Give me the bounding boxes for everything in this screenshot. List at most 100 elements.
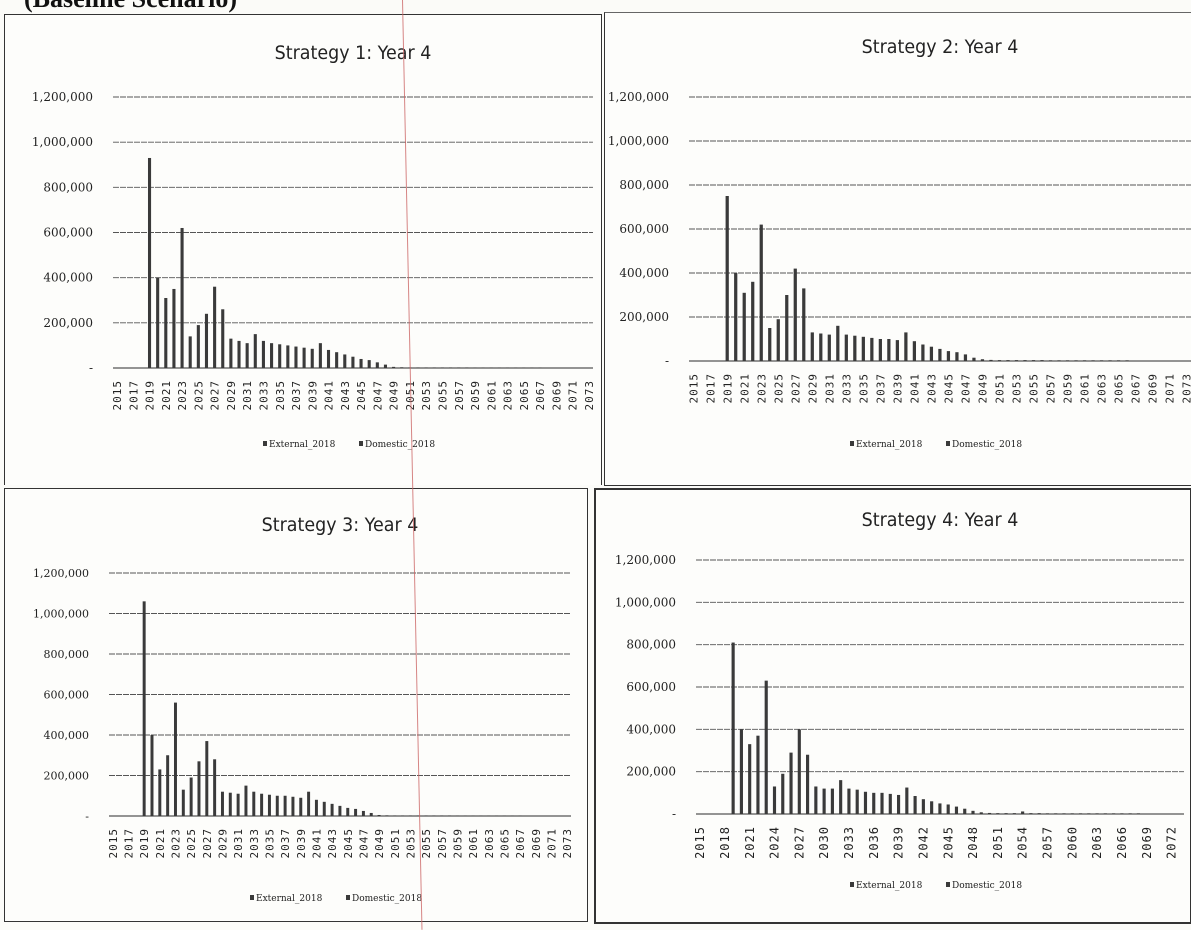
x-tick-label: 2017 — [123, 828, 136, 859]
bar — [286, 345, 290, 368]
bar — [310, 348, 314, 368]
y-tick-label: 1,200,000 — [32, 90, 93, 104]
bar — [213, 286, 217, 368]
bar — [375, 362, 379, 368]
bar — [954, 806, 959, 814]
x-tick-label: 2039 — [306, 380, 319, 411]
x-tick-label: 2017 — [704, 373, 717, 404]
bar — [1065, 360, 1070, 361]
x-tick-label: 2059 — [451, 828, 464, 859]
bar — [802, 288, 806, 361]
x-tick-label: 2072 — [1165, 826, 1179, 859]
x-tick-label: 2029 — [217, 828, 230, 859]
bar — [756, 735, 760, 814]
x-tick-label: 2055 — [420, 828, 433, 859]
x-tick-label: 2041 — [311, 828, 324, 859]
bar — [987, 812, 992, 814]
chart-svg: Strategy 4: Year 4 - 200,000 400,000 600,000… — [615, 509, 1184, 891]
legend-label: External_2018 — [269, 440, 336, 450]
x-tick-label: 2045 — [342, 828, 355, 859]
bar — [793, 268, 797, 361]
bar — [904, 332, 908, 361]
bar — [830, 788, 834, 814]
bar — [896, 794, 901, 814]
x-tick-label: 2015 — [693, 826, 707, 859]
x-tick-label: 2063 — [483, 828, 496, 859]
bar — [245, 343, 249, 368]
legend-swatch — [946, 882, 950, 887]
bar — [164, 297, 168, 368]
x-tick-label: 2048 — [966, 826, 980, 859]
bar — [1012, 813, 1016, 814]
bar — [260, 793, 264, 816]
y-tick-label: 200,000 — [619, 310, 669, 324]
bar — [335, 352, 339, 368]
x-tick-label: 2027 — [789, 373, 802, 404]
x-tick-label: 2024 — [768, 826, 782, 859]
bar — [278, 344, 282, 368]
x-tick-label: 2033 — [842, 826, 856, 859]
x-tick-label: 2063 — [1096, 373, 1109, 404]
bar — [1062, 813, 1066, 814]
bar — [731, 642, 735, 814]
bar — [725, 196, 729, 361]
x-tick-label: 2045 — [943, 373, 956, 404]
chart-panel-strategy-2: Strategy 2: Year 4 - 200,000 400,000 600,000… — [604, 12, 1191, 486]
x-tick-label: 2039 — [295, 828, 308, 859]
x-tick-label: 2035 — [264, 828, 277, 859]
x-tick-label: 2061 — [1079, 373, 1092, 404]
bar — [1031, 360, 1036, 361]
bar — [1023, 360, 1027, 361]
legend-swatch — [850, 882, 854, 887]
bar — [172, 288, 176, 368]
bar — [997, 360, 1002, 361]
y-tick-label: - — [672, 807, 676, 821]
bar — [392, 366, 396, 368]
y-tick-label: 400,000 — [44, 729, 90, 742]
bar — [156, 277, 160, 368]
x-tick-label: 2027 — [792, 826, 806, 859]
bar — [158, 769, 162, 816]
x-tick-label: 2057 — [1041, 826, 1055, 859]
legend-label: External_2018 — [856, 881, 923, 891]
x-tick-label: 2069 — [1140, 826, 1154, 859]
bar — [989, 359, 993, 361]
legend-swatch — [346, 895, 350, 900]
x-tick-label: 2047 — [960, 373, 973, 404]
bar — [236, 793, 240, 816]
bar — [980, 359, 985, 361]
bar — [912, 341, 917, 361]
bar — [905, 787, 909, 814]
x-tick-label: 2023 — [176, 380, 189, 411]
legend-label: Domestic_2018 — [365, 440, 435, 450]
x-tick-label: 2015 — [687, 373, 700, 404]
bar — [929, 346, 934, 361]
bar — [955, 352, 959, 361]
bar — [1078, 813, 1083, 814]
bar — [294, 346, 298, 368]
bar — [147, 157, 152, 368]
x-tick-label: 2025 — [185, 828, 198, 859]
bar — [971, 810, 975, 814]
chart-title: Strategy 2: Year 4 — [862, 36, 1019, 58]
x-tick-label: 2061 — [485, 380, 498, 411]
bar — [318, 343, 322, 368]
y-tick-label: 1,000,000 — [32, 135, 93, 149]
bar — [346, 807, 350, 816]
bar — [855, 789, 859, 814]
x-tick-label: 2043 — [339, 380, 352, 411]
bar — [921, 344, 925, 361]
bar — [888, 793, 892, 814]
chart-title: Strategy 4: Year 4 — [862, 509, 1019, 531]
legend-label: Domestic_2018 — [952, 881, 1022, 891]
bar — [359, 358, 363, 368]
y-tick-label: 1,000,000 — [615, 595, 676, 609]
x-tick-label: 2065 — [498, 828, 511, 859]
bar — [221, 309, 225, 368]
bar — [1070, 813, 1074, 814]
bar — [322, 801, 326, 816]
bar — [764, 680, 768, 814]
y-tick-label: 1,000,000 — [608, 134, 669, 148]
bar — [748, 744, 752, 814]
bar — [1103, 813, 1107, 814]
